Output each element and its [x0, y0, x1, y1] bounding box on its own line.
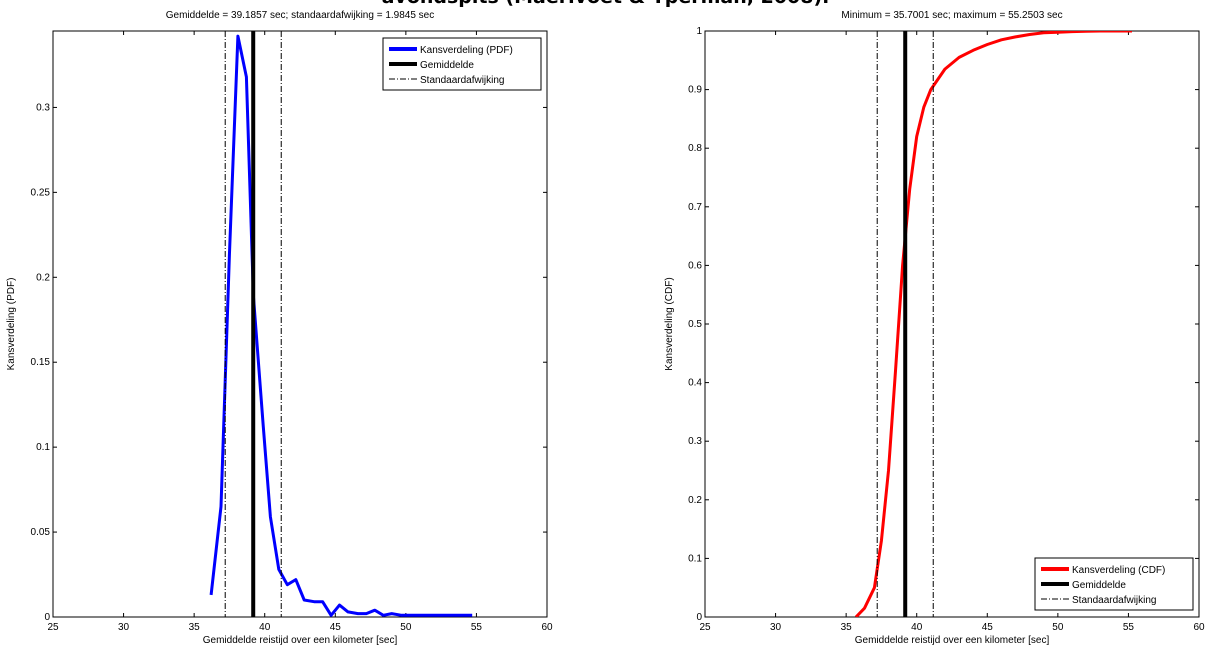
- x-tick-label: 30: [770, 622, 782, 633]
- y-tick-label: 0.4: [688, 378, 702, 389]
- y-tick-label: 0.15: [31, 357, 51, 368]
- x-tick-label: 40: [911, 622, 923, 633]
- legend-label: Gemiddelde: [1072, 580, 1126, 591]
- y-tick-label: 0.1: [36, 442, 50, 453]
- y-tick-label: 0.6: [688, 260, 702, 271]
- pdf-chart: Gemiddelde = 39.1857 sec; standaardafwij…: [6, 10, 553, 646]
- legend-label: Kansverdeling (CDF): [1072, 565, 1165, 576]
- y-axis-label: Kansverdeling (PDF): [6, 278, 17, 371]
- x-tick-label: 50: [1052, 622, 1064, 633]
- chart-title: Minimum = 35.7001 sec; maximum = 55.2503…: [841, 10, 1062, 21]
- chart-title: Gemiddelde = 39.1857 sec; standaardafwij…: [166, 10, 435, 21]
- y-tick-label: 0.3: [36, 102, 50, 113]
- y-tick-label: 0.2: [688, 495, 702, 506]
- legend-label: Standaardafwijking: [420, 75, 505, 86]
- cdf-chart: Minimum = 35.7001 sec; maximum = 55.2503…: [664, 10, 1205, 646]
- x-tick-label: 50: [400, 622, 412, 633]
- x-tick-label: 30: [118, 622, 130, 633]
- distribution-curve: [209, 34, 473, 617]
- y-axis-label: Kansverdeling (CDF): [664, 277, 675, 370]
- x-tick-label: 25: [47, 622, 59, 633]
- x-tick-label: 45: [330, 622, 342, 633]
- y-tick-label: 0.7: [688, 202, 702, 213]
- x-tick-label: 45: [982, 622, 994, 633]
- y-tick-label: 0.9: [688, 85, 702, 96]
- distribution-curve: [854, 31, 1132, 617]
- x-tick-label: 60: [1193, 622, 1205, 633]
- y-tick-label: 0: [44, 612, 50, 623]
- x-axis-label: Gemiddelde reistijd over een kilometer […: [203, 635, 398, 646]
- x-tick-label: 35: [189, 622, 201, 633]
- x-tick-label: 25: [699, 622, 711, 633]
- x-tick-label: 60: [541, 622, 553, 633]
- y-tick-label: 0.3: [688, 436, 702, 447]
- x-tick-label: 55: [1123, 622, 1135, 633]
- legend-label: Standaardafwijking: [1072, 595, 1157, 606]
- y-tick-label: 0.1: [688, 553, 702, 564]
- x-tick-label: 55: [471, 622, 483, 633]
- x-axis-label: Gemiddelde reistijd over een kilometer […: [855, 635, 1050, 646]
- y-tick-label: 1: [696, 26, 702, 37]
- legend-label: Kansverdeling (PDF): [420, 45, 513, 56]
- y-tick-label: 0.05: [31, 527, 51, 538]
- y-tick-label: 0: [696, 612, 702, 623]
- page-heading: avondspits (Maerivoet & Tperman, 2008).: [0, 0, 1211, 8]
- plot-area: [704, 30, 1200, 618]
- x-tick-label: 35: [841, 622, 853, 633]
- y-tick-label: 0.2: [36, 272, 50, 283]
- y-tick-label: 0.5: [688, 319, 702, 330]
- y-tick-label: 0.8: [688, 143, 702, 154]
- y-tick-label: 0.25: [31, 187, 51, 198]
- x-tick-label: 40: [259, 622, 271, 633]
- legend-label: Gemiddelde: [420, 60, 474, 71]
- plot-area: [52, 30, 548, 618]
